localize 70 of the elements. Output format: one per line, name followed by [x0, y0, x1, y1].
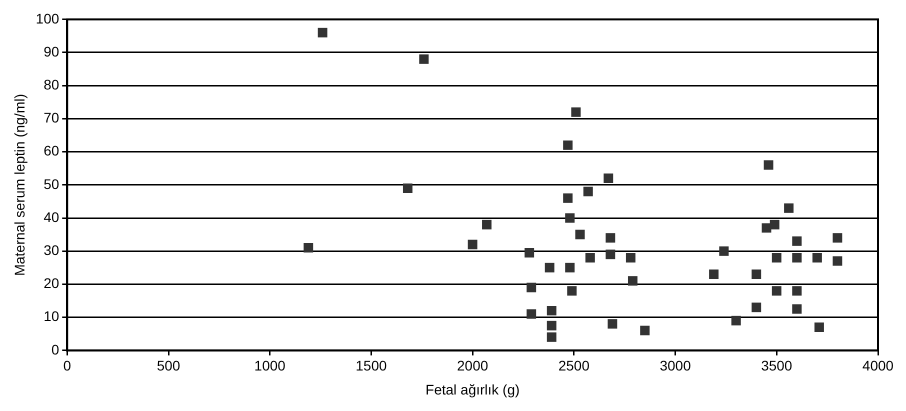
- y-tick-label: 90: [44, 43, 60, 60]
- point: [419, 54, 429, 64]
- point: [575, 230, 585, 240]
- y-tick-label: 100: [36, 10, 60, 26]
- point: [482, 220, 492, 230]
- point: [604, 174, 614, 184]
- point: [583, 186, 593, 196]
- point: [565, 213, 575, 223]
- point: [571, 107, 581, 117]
- point: [719, 246, 729, 256]
- point: [626, 252, 636, 262]
- point: [563, 140, 573, 150]
- point: [814, 322, 824, 332]
- point: [628, 276, 638, 286]
- x-tick-label: 1000: [254, 358, 286, 374]
- x-tick-label: 0: [63, 358, 72, 374]
- point: [709, 270, 719, 280]
- point: [832, 233, 842, 243]
- point: [731, 316, 741, 326]
- point: [832, 256, 842, 266]
- point: [784, 203, 794, 213]
- y-tick-label: 0: [51, 341, 60, 358]
- point: [772, 252, 782, 262]
- point: [606, 233, 616, 243]
- y-tick-label: 10: [44, 308, 60, 324]
- point: [526, 282, 536, 292]
- y-tick-label: 60: [44, 142, 60, 159]
- point: [812, 252, 822, 262]
- point: [792, 286, 802, 296]
- point: [792, 236, 802, 246]
- point: [764, 160, 774, 170]
- point: [770, 220, 780, 230]
- x-axis-title: Fetal ağırlık (g): [426, 381, 520, 398]
- point: [468, 240, 478, 250]
- point: [546, 320, 556, 330]
- point: [585, 252, 595, 262]
- point: [544, 262, 554, 272]
- y-tick-label: 20: [44, 275, 60, 292]
- y-tick-label: 50: [44, 176, 60, 192]
- y-tick-label: 80: [44, 76, 60, 92]
- y-axis-title: Maternal serum leptin (ng/ml): [11, 94, 28, 276]
- x-tick-label: 3000: [660, 358, 692, 374]
- x-tick-label: 1500: [356, 358, 388, 374]
- point: [567, 286, 577, 296]
- point: [772, 286, 782, 296]
- point: [792, 252, 802, 262]
- point: [792, 304, 802, 314]
- x-tick-label: 3500: [761, 358, 792, 374]
- point: [304, 243, 314, 253]
- x-tick-label: 2500: [558, 358, 590, 374]
- point: [524, 248, 534, 258]
- point: [526, 309, 536, 319]
- x-tick-label: 2000: [457, 358, 488, 374]
- y-tick-label: 30: [44, 242, 60, 258]
- point: [318, 28, 328, 38]
- point: [565, 262, 575, 272]
- point: [608, 319, 618, 329]
- y-tick-label: 70: [44, 110, 60, 126]
- point: [546, 332, 556, 342]
- point: [752, 302, 762, 312]
- point: [640, 326, 650, 336]
- x-tick-label: 500: [156, 358, 180, 374]
- point: [563, 193, 573, 203]
- y-tick-label: 40: [44, 208, 60, 225]
- point: [606, 250, 616, 260]
- point: [762, 223, 772, 233]
- point: [546, 306, 556, 316]
- x-tick-label: 4000: [862, 358, 894, 374]
- point: [752, 270, 762, 280]
- point: [402, 183, 412, 193]
